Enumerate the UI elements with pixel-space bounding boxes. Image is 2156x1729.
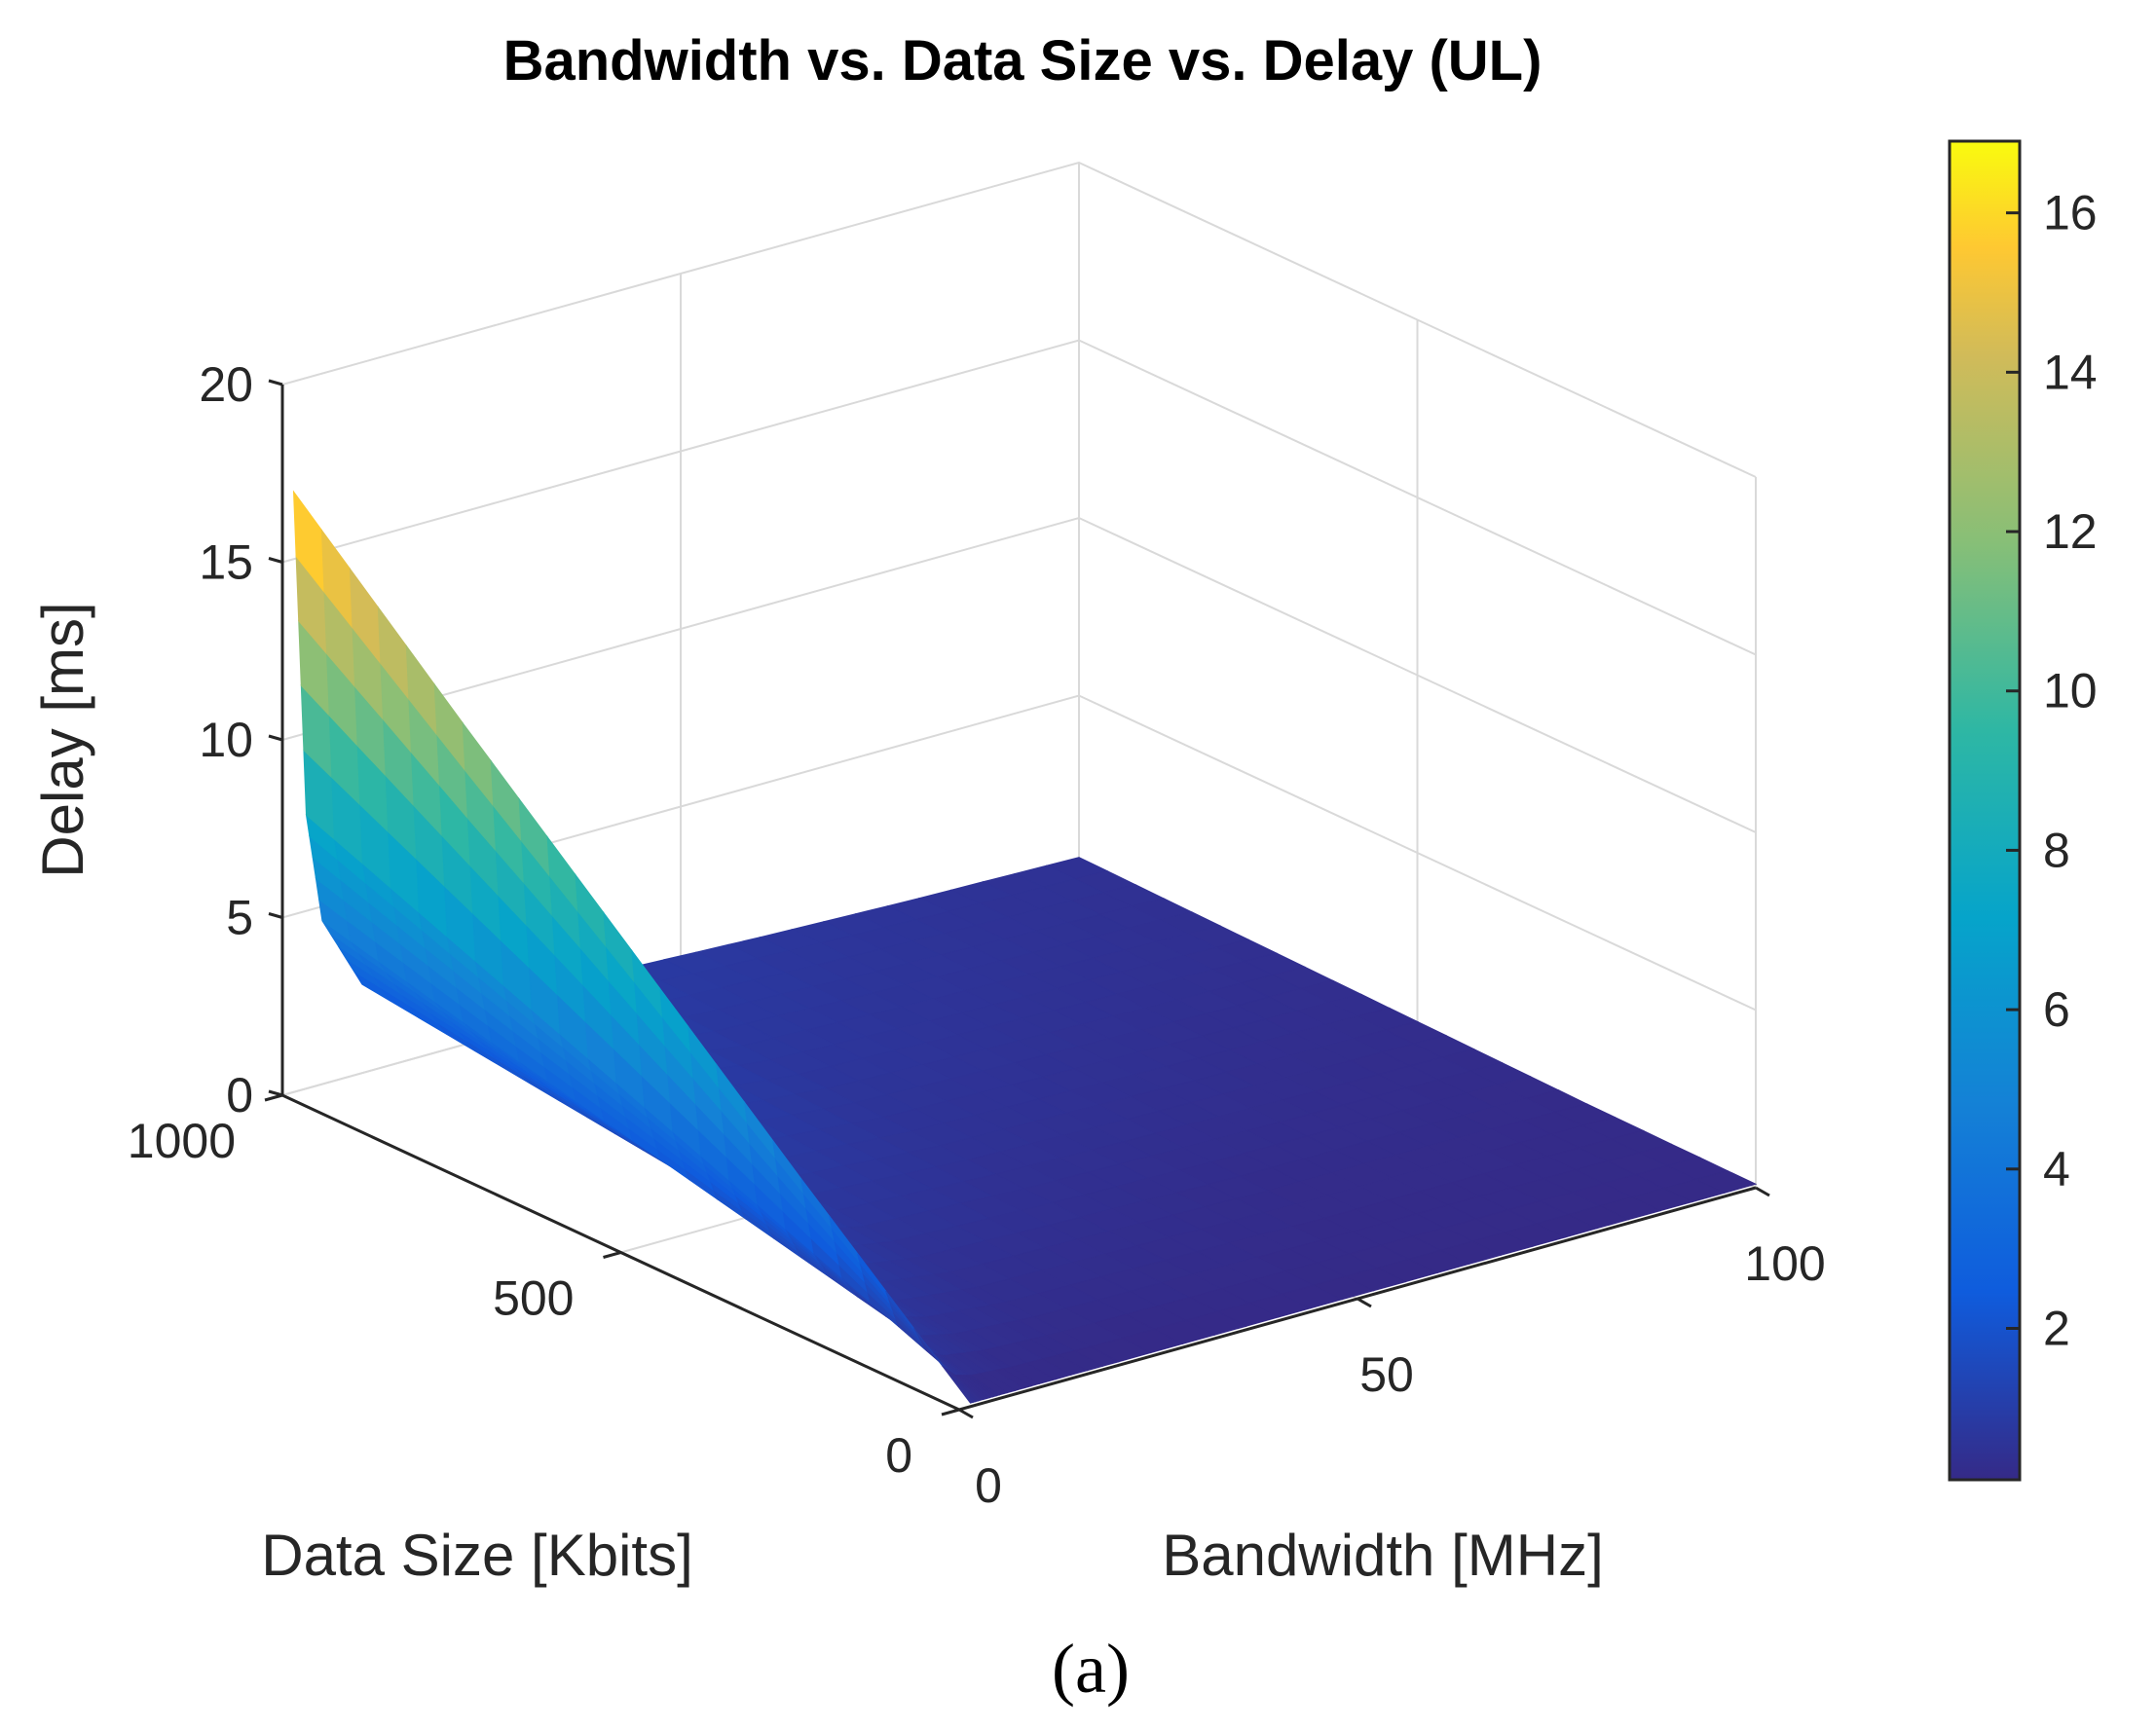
z-tick-label: 20 [199, 357, 253, 412]
y-axis-label: Data Size [Kbits] [261, 1523, 693, 1588]
chart-title: Bandwidth vs. Data Size vs. Delay (UL) [503, 29, 1543, 92]
y-tick-mark [264, 1093, 283, 1102]
colorbar-tick-label: 10 [2043, 664, 2098, 718]
colorbar-tick-label: 12 [2043, 504, 2098, 559]
x-tick-mark [958, 1408, 974, 1419]
colorbar: 2 4 6 8 10 12 14 16 [1948, 139, 2098, 1482]
y-tick-mark [603, 1251, 621, 1259]
y-tick-label: 1000 [128, 1114, 236, 1168]
z-gridline [281, 339, 1757, 656]
x-tick-labels: 0 50 100 [975, 1236, 1826, 1513]
z-tick-mark [268, 912, 283, 919]
x-tick-mark [1357, 1297, 1372, 1308]
colorbar-tick-label: 14 [2043, 345, 2098, 399]
y-tick-mark [941, 1408, 960, 1416]
z-axis-label: Delay [ms] [30, 602, 95, 877]
colorbar-tick-label: 16 [2043, 186, 2098, 240]
surface [292, 490, 1758, 1404]
x-tick-label: 100 [1744, 1236, 1825, 1291]
z-tick-mark [268, 557, 283, 564]
axis-layer [264, 379, 1770, 1419]
x-axis-label: Bandwidth [MHz] [1162, 1523, 1604, 1588]
x-tick-label: 50 [1359, 1347, 1414, 1402]
y-tick-label: 0 [885, 1428, 912, 1483]
x-tick-mark [1755, 1186, 1770, 1197]
z-tick-label: 0 [226, 1068, 253, 1122]
colorbar-tick-label: 8 [2043, 823, 2070, 877]
z-tick-mark [268, 379, 283, 386]
figure-caption: (a) [1052, 1630, 1130, 1708]
z-tick-label: 5 [226, 891, 253, 945]
z-tick-labels: 0 5 10 15 20 [199, 357, 253, 1122]
z-tick-label: 10 [199, 713, 253, 767]
colorbar-tick-label: 6 [2043, 982, 2070, 1037]
x-tick-label: 0 [975, 1458, 1002, 1513]
colorbar-gradient [1948, 139, 2022, 1482]
y-tick-label: 500 [493, 1271, 574, 1326]
surface-patch [942, 1365, 974, 1404]
colorbar-tick-label: 4 [2043, 1142, 2070, 1196]
y-tick-labels: 0 500 1000 [128, 1114, 912, 1483]
z-tick-label: 15 [199, 535, 253, 590]
z-gridline [281, 161, 1757, 478]
z-tick-mark [268, 734, 283, 742]
colorbar-ticks: 2 4 6 8 10 12 14 16 [2006, 186, 2098, 1355]
colorbar-tick-label: 2 [2043, 1301, 2070, 1355]
